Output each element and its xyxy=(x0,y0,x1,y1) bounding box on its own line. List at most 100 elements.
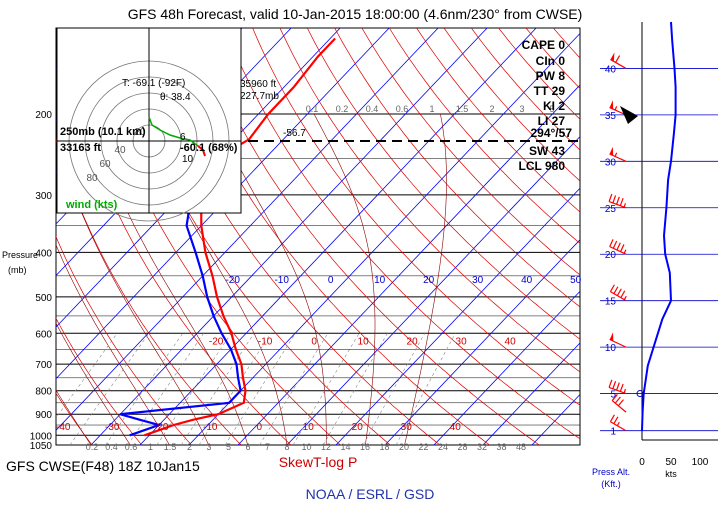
mixing-ratio-label: 0.6 xyxy=(396,104,409,114)
chart-title: GFS 48h Forecast, valid 10-Jan-2015 18:0… xyxy=(128,6,583,22)
pressure-tick-label: 700 xyxy=(35,360,52,371)
mixing-ratio-label: 38 xyxy=(496,442,506,452)
moist-adiabat-line xyxy=(56,137,209,445)
isotherm-line xyxy=(335,187,580,445)
mixing-ratio-label: 0.4 xyxy=(366,104,379,114)
isotherm-tick-label: 0 xyxy=(328,275,334,286)
hodo-wind-label: wind (kts) xyxy=(65,199,118,211)
isotherm-tick-label: -20 xyxy=(209,336,224,347)
index-sw: SW 43 xyxy=(529,144,565,158)
isotherm-tick-label: 30 xyxy=(456,336,468,347)
mixing-ratio-label: 1.5 xyxy=(164,442,177,452)
wind-barb xyxy=(611,394,627,413)
station-label: GFS CWSE(F48) 18Z 10Jan15 xyxy=(6,458,200,474)
mixing-ratio-label: 10 xyxy=(301,442,311,452)
altitude-tick-label: 15 xyxy=(605,297,617,308)
isotherm-tick-label: -20 xyxy=(154,422,169,433)
pressure-tick-label: 600 xyxy=(35,329,52,340)
hodograph-ring-label: 20 xyxy=(134,127,146,138)
hodograph-trace-upper xyxy=(197,145,206,157)
wind-barb xyxy=(609,100,627,116)
isotherm-tick-label: 10 xyxy=(358,336,370,347)
altitude-tick-label: 10 xyxy=(605,343,617,354)
mixing-ratio-line xyxy=(323,333,388,445)
pressure-axis-label: Pressure xyxy=(2,250,38,260)
cursor-pressure: 227.7mb xyxy=(240,91,279,102)
isotherm-tick-label: 30 xyxy=(472,275,484,286)
isotherm-tick-label: -10 xyxy=(203,422,218,433)
isotherm-tick-label: 40 xyxy=(521,275,533,286)
altitude-axis-label: Press Alt. xyxy=(592,467,630,477)
isotherm-line xyxy=(0,28,46,445)
mixing-ratio-line xyxy=(395,333,456,445)
isotherm-tick-label: -10 xyxy=(258,336,273,347)
pressure-tick-label: 300 xyxy=(35,191,52,202)
hodo-theta-label: θ: 38.4 xyxy=(160,92,191,103)
altitude-tick-label: 1 xyxy=(610,427,616,438)
mixing-ratio-label: 20 xyxy=(399,442,409,452)
altitude-tick-label: 40 xyxy=(605,64,617,75)
cursor-temp: -56.7 xyxy=(283,128,306,139)
altitude-tick-label: 25 xyxy=(605,204,617,215)
dry-adiabat-line xyxy=(197,28,540,445)
isotherm-tick-label: 0 xyxy=(311,336,317,347)
mixing-ratio-label: 3 xyxy=(206,442,211,452)
index-cape: CAPE 0 xyxy=(522,38,566,52)
wind-barb xyxy=(609,284,627,302)
isotherm-tick-label: -20 xyxy=(225,275,240,286)
dry-adiabat-line xyxy=(279,28,580,373)
hodograph-ring-label: 80 xyxy=(86,173,98,184)
mixing-ratio-label: 6 xyxy=(245,442,250,452)
altitude-axis-unit: (Kft.) xyxy=(601,479,621,489)
mixing-ratio-label: 0.2 xyxy=(86,442,99,452)
hodograph-ring-label: 60 xyxy=(99,159,111,170)
mixing-ratio-label: 18 xyxy=(379,442,389,452)
mixing-ratio-label: 14 xyxy=(340,442,350,452)
isotherm-line xyxy=(384,239,580,445)
hodo-marker-label: 6 xyxy=(180,132,186,143)
pressure-tick-label: 900 xyxy=(35,410,52,421)
isotherm-tick-label: 20 xyxy=(407,336,419,347)
mixing-ratio-line xyxy=(292,333,360,445)
mixing-ratio-label: 5 xyxy=(226,442,231,452)
wind-barb xyxy=(610,52,627,69)
moist-adiabat-line xyxy=(313,113,376,445)
cursor-height-ft: 35960 ft xyxy=(240,79,276,90)
mixing-ratio-label: 0.6 xyxy=(125,442,138,452)
mixing-ratio-label: 48 xyxy=(516,442,526,452)
isotherm-tick-label: -10 xyxy=(274,275,289,286)
hodo-temp-label: T: -69.1 (-92F) xyxy=(122,78,185,89)
index-pw: PW 8 xyxy=(536,69,566,83)
mixing-ratio-label: 2 xyxy=(489,104,494,114)
isotherm-line xyxy=(286,135,580,445)
mixing-ratio-label: 12 xyxy=(321,442,331,452)
isotherm-tick-label: 40 xyxy=(505,336,517,347)
dry-adiabat-line xyxy=(361,28,580,276)
dry-adiabat-line xyxy=(224,28,580,440)
dry-adiabat-line xyxy=(0,28,42,445)
hodo-height-label: 33163 ft xyxy=(60,142,101,154)
pressure-tick-label: 200 xyxy=(35,110,52,121)
wind-barb xyxy=(609,146,627,162)
speed-tick-label: 50 xyxy=(665,457,677,468)
mixing-ratio-line xyxy=(224,333,296,445)
hodo-level-label: 250mb (10.1 km) xyxy=(60,126,146,138)
cursor-readout: 35960 ft 227.7mb -56.7 xyxy=(240,79,580,142)
isotherm-tick-label: -40 xyxy=(56,422,71,433)
mixing-ratio-label: 5 xyxy=(549,104,554,114)
wind-profile-marker xyxy=(636,390,644,398)
altitude-tick-label: 20 xyxy=(605,250,617,261)
moist-adiabat-line xyxy=(141,113,288,445)
index-li: LI 27 xyxy=(538,114,566,128)
wind-speed-profile-line xyxy=(641,21,677,431)
wind-barb xyxy=(609,414,627,432)
mixing-ratio-label: 24 xyxy=(438,442,448,452)
mixing-ratio-label: 0.2 xyxy=(336,104,349,114)
dry-adiabat-line xyxy=(56,235,192,445)
wind-barb xyxy=(608,193,627,209)
mixing-ratio-label: 1 xyxy=(429,104,434,114)
isotherm-line xyxy=(237,84,580,445)
